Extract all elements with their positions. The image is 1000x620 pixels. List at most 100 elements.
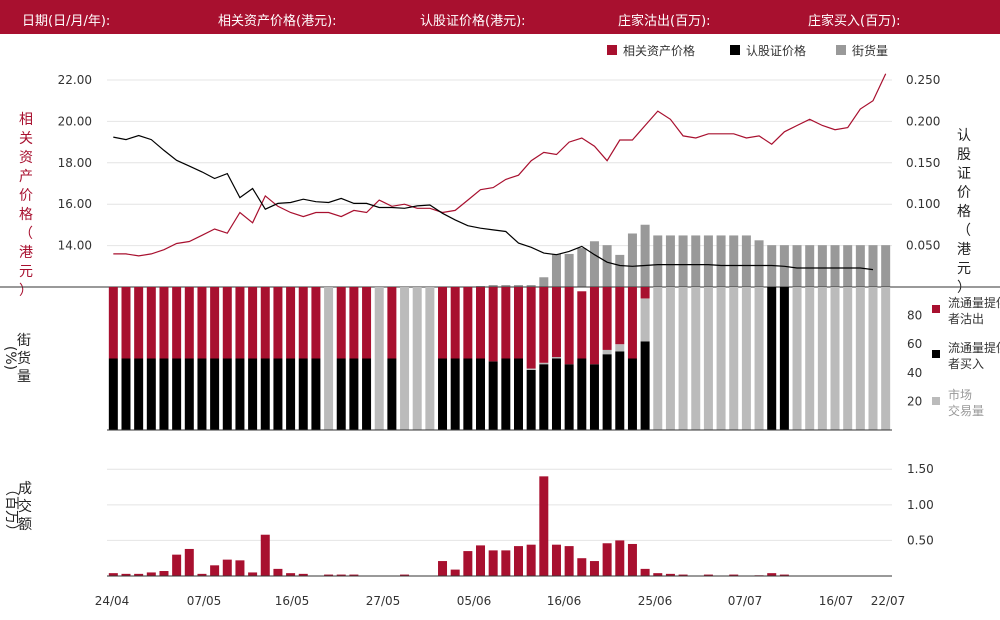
y-axis-title-left: 资: [19, 150, 33, 166]
outstanding-bar: [526, 285, 536, 287]
market-volume-bar: [691, 287, 701, 430]
turnover-bar: [602, 543, 612, 576]
mm-buy-bar: [615, 351, 625, 430]
x-tick-date: 24/04: [95, 594, 130, 608]
turnover-bar: [665, 573, 675, 576]
market-volume-bar: [868, 287, 878, 430]
y-tick-pct: 80: [907, 309, 922, 323]
warrant-price-label: 认股证价格(港元):: [420, 14, 526, 29]
mm-sell-bar: [146, 287, 156, 359]
mm-sell-bar: [551, 287, 561, 358]
market-volume-bar: [640, 298, 650, 342]
mm-sell-bar: [476, 287, 486, 359]
market-volume-bar: [602, 349, 612, 355]
turnover-bar: [767, 573, 777, 576]
y-axis-title-turnover: 额: [18, 517, 32, 533]
mm-sell-bar: [248, 287, 258, 359]
mm-sell-bar: [488, 287, 498, 362]
turnover-bar: [678, 574, 688, 576]
legend-label: 流通量提供: [948, 295, 1000, 310]
x-tick-date: 16/07: [819, 594, 854, 608]
outstanding-bar: [716, 235, 726, 287]
mm-buy-bar: [159, 358, 169, 430]
y-axis-title-left: ）: [19, 283, 33, 299]
turnover-bar: [121, 573, 131, 576]
mm-sell-bar: [602, 287, 612, 350]
legend-label: 市场: [948, 387, 972, 402]
market-volume-bar: [526, 368, 536, 370]
turnover-bar: [729, 574, 739, 576]
outstanding-bar: [665, 235, 675, 287]
y-tick-left: 18.00: [58, 156, 92, 170]
turnover-bar: [779, 574, 789, 576]
outstanding-bar: [615, 254, 625, 287]
outstanding-bar: [855, 245, 865, 287]
mm-buy-bar: [222, 358, 232, 430]
outstanding-bar: [729, 235, 739, 287]
mm-sell-label: 庄家沽出(百万):: [618, 14, 711, 29]
y-tick-left: 14.00: [58, 239, 92, 253]
market-volume-bar: [539, 362, 549, 365]
mm-sell-bar: [539, 287, 549, 363]
mm-buy-bar: [779, 287, 789, 430]
mm-sell-bar: [121, 287, 131, 359]
y-tick-right: 0.250: [906, 73, 940, 87]
outstanding-bar: [881, 245, 891, 287]
outstanding-bar: [589, 241, 599, 287]
outstanding-bar: [678, 235, 688, 287]
turnover-bar: [210, 565, 220, 576]
outstanding-bar: [501, 285, 511, 287]
turnover-bar: [539, 476, 549, 576]
market-volume-bar: [843, 287, 853, 430]
y-axis-title-right: 认: [957, 128, 971, 144]
mm-sell-bar: [577, 291, 587, 359]
mm-buy-bar: [362, 358, 372, 430]
market-volume-bar: [665, 287, 675, 430]
turnover-bar: [400, 574, 410, 576]
mm-buy-bar: [248, 358, 258, 430]
legend-label: 相关资产价格: [623, 43, 695, 58]
turnover-bar: [463, 551, 473, 576]
mm-buy-bar: [184, 358, 194, 430]
y-axis-title-right: ）: [957, 280, 971, 296]
mm-sell-bar: [336, 287, 346, 359]
legend-swatch: [607, 45, 617, 55]
mm-sell-bar: [450, 287, 460, 359]
turnover-bar: [488, 550, 498, 576]
legend-label: 认股证价格: [746, 43, 806, 58]
y-axis-title-left: 格: [19, 207, 33, 223]
market-volume-bar: [741, 287, 751, 430]
mm-buy-bar: [260, 358, 270, 430]
outstanding-bar: [805, 245, 815, 287]
mm-buy-bar: [336, 358, 346, 430]
market-volume-bar: [678, 287, 688, 430]
y-axis-title-left: （: [19, 226, 33, 242]
legend-label: 流通量提供: [948, 340, 1000, 355]
turnover-bar: [134, 573, 144, 576]
mm-sell-bar: [172, 287, 182, 359]
market-volume-bar: [653, 287, 663, 430]
market-volume-bar: [729, 287, 739, 430]
mm-buy-bar: [286, 358, 296, 430]
y-axis-title-pct-unit: (%): [2, 346, 18, 370]
outstanding-bar: [640, 224, 650, 287]
y-tick-right: 0.050: [906, 239, 940, 253]
mm-sell-bar: [501, 287, 511, 359]
mm-buy-bar: [197, 358, 207, 430]
turnover-bar: [526, 544, 536, 576]
mm-buy-bar: [627, 358, 637, 430]
mm-sell-bar: [210, 287, 220, 359]
y-tick-left: 16.00: [58, 197, 92, 211]
turnover-bar: [248, 572, 258, 576]
mm-sell-bar: [197, 287, 207, 359]
mm-sell-bar: [627, 287, 637, 359]
turnover-bar: [438, 561, 448, 576]
legend-label: 者买入: [948, 357, 984, 371]
market-volume-bar: [855, 287, 865, 430]
turnover-bar: [640, 568, 650, 576]
y-axis-title-pct: 街: [17, 333, 31, 349]
mm-sell-bar: [184, 287, 194, 359]
turnover-bar: [260, 534, 270, 576]
x-tick-date: 05/06: [457, 594, 492, 608]
turnover-bar: [108, 573, 118, 576]
